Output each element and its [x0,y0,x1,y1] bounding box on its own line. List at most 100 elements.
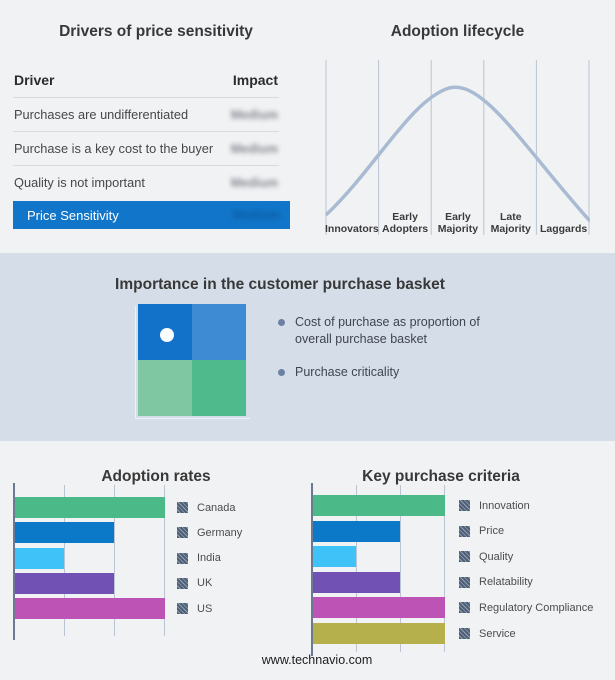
stage-label: Early Adopters [382,211,429,235]
price-sensitivity-row: Price Sensitivity Medium [13,201,290,229]
legend-row: Relatability [459,572,533,593]
bar-canada [15,497,165,518]
gridline [355,485,357,652]
bullet-icon [278,319,285,326]
bar-germany [15,522,115,544]
hatched-swatch-icon [177,502,188,513]
col-driver: Driver [14,72,55,88]
hatched-swatch-icon [177,527,188,539]
driver-label: Quality is not important [14,175,145,190]
legend-row: US [177,598,212,619]
gridline [444,485,445,652]
bar-regulatory-compliance [313,597,445,619]
legend-label: Canada [197,501,236,514]
legend-row: Canada [177,497,236,518]
drivers-table: Driver Impact Purchases are undifferenti… [13,68,279,199]
bullet-item: Cost of purchase as proportion of overal… [278,314,493,348]
y-axis-line [13,483,15,640]
legend-label: Relatability [479,576,533,589]
legend-row: Germany [177,522,242,543]
bell-curve [325,85,590,222]
legend-row: Quality [459,546,513,567]
legend-label: Service [479,627,516,640]
quadrant-bottom-right [192,360,246,416]
impact-value: Medium [230,175,278,190]
quadrant-x-axis [135,418,250,419]
quadrant-y-axis [135,306,136,419]
legend-label: Germany [197,526,243,539]
hatched-swatch-icon [177,577,188,589]
bar-quality [313,546,356,568]
lifecycle-title: Adoption lifecycle [390,22,525,40]
gridline [63,485,65,636]
bar-relatability [313,571,401,593]
legend-label: Innovation [479,499,530,512]
driver-label: Purchases are undifferentiated [14,107,189,122]
legend-row: Regulatory Compliance [459,597,593,618]
col-impact: Impact [232,72,278,88]
legend-label: UK [197,577,213,590]
bullet-icon [278,369,285,376]
legend-label: Quality [479,550,514,563]
drivers-table-header: Driver Impact [13,68,279,97]
driver-row: Quality is not important Medium [13,165,279,199]
y-axis-line [311,483,313,656]
gridline [114,485,116,636]
stage-label: Late Majority [490,211,531,235]
driver-label: Purchase is a key cost to the buyer [14,141,214,156]
legend-row: Service [459,623,516,644]
legend-row: India [177,548,221,569]
legend-row: UK [177,573,212,594]
legend-label: India [197,552,221,565]
purchase-criteria-chart [311,483,445,656]
hatched-swatch-icon [459,500,470,511]
impact-value: Medium [230,141,278,156]
adoption-rates-title: Adoption rates [101,467,211,485]
quadrant-top-right [192,304,246,360]
purchase-basket-band: Importance in the customer purchase bask… [0,253,615,441]
stage-label: Innovators [325,223,379,235]
hatched-swatch-icon [459,576,470,588]
stage-label: Early Majority [437,211,479,235]
bar-india [15,547,64,569]
website-link[interactable]: www.technavio.com [261,653,373,667]
highlight-impact-value: Medium [232,208,280,222]
purchase-criteria-title: Key purchase criteria [362,467,520,485]
stage-label: Laggards [539,223,588,235]
adoption-rates-chart [13,483,165,640]
bullet-text: Cost of purchase as proportion of overal… [295,315,480,346]
bar-us [15,598,165,620]
hatched-swatch-icon [459,551,470,563]
legend-row: Innovation [459,495,530,516]
legend-row: Price [459,521,504,542]
bar-price [313,520,401,542]
lifecycle-stage-labels: Innovators Early Adopters Early Majority La… [325,203,590,235]
bar-uk [15,572,115,594]
bar-innovation [313,495,445,516]
adoption-lifecycle-chart [325,60,590,235]
basket-bullet-list: Cost of purchase as proportion of overal… [278,314,493,397]
driver-row: Purchases are undifferentiated Medium [13,97,279,131]
hatched-swatch-icon [459,525,470,537]
hatched-swatch-icon [177,603,188,615]
legend-label: US [197,602,213,615]
drivers-table-body: Purchases are undifferentiated Medium Purc… [13,97,279,199]
gridline [164,485,165,636]
quadrant-bottom-left [138,360,192,416]
hatched-swatch-icon [459,602,470,614]
bar-service [313,623,445,644]
legend-label: Regulatory Compliance [479,601,594,614]
driver-row: Purchase is a key cost to the buyer Mediu… [13,131,279,165]
position-marker-dot [160,328,174,342]
bullet-item: Purchase criticality [278,364,493,381]
legend-label: Price [479,525,505,538]
hatched-swatch-icon [459,628,470,639]
quadrant-matrix [138,304,246,416]
basket-title: Importance in the customer purchase bask… [115,275,445,293]
impact-value: Medium [230,107,278,122]
drivers-title: Drivers of price sensitivity [59,22,253,40]
highlight-driver-label: Price Sensitivity [27,207,119,223]
gridline [400,485,402,652]
bullet-text: Purchase criticality [295,365,400,379]
